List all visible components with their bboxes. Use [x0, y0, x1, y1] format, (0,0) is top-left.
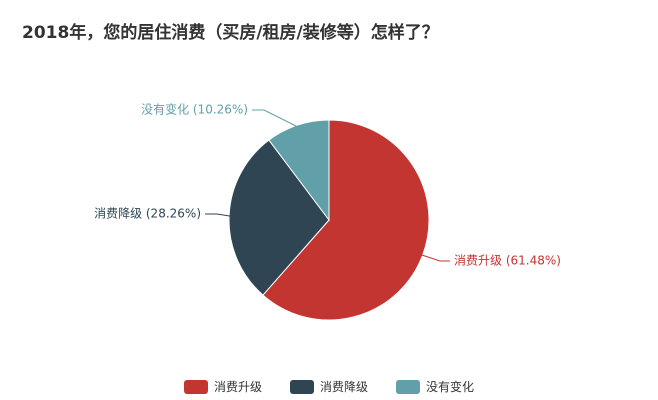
pie-slice-no-change[interactable] — [268, 119, 330, 222]
leader-line-upgrade — [420, 254, 450, 262]
legend-swatch-downgrade — [289, 379, 314, 394]
chart-title: 2018年，您的居住消费（买房/租房/装修等）怎样了？ — [22, 23, 439, 43]
legend-label-no-change: 没有变化 — [426, 380, 475, 394]
legend-item-downgrade[interactable]: 消费降级 — [289, 378, 368, 395]
legend: 消费升级 消费降级 没有变化 — [0, 378, 658, 395]
legend-item-upgrade[interactable]: 消费升级 — [183, 378, 262, 395]
legend-item-no-change[interactable]: 没有变化 — [396, 378, 474, 395]
legend-label-upgrade: 消费升级 — [213, 380, 262, 394]
legend-label-downgrade: 消费降级 — [319, 380, 368, 394]
slice-label-upgrade: 消费升级 (61.48%) — [454, 254, 561, 268]
legend-swatch-upgrade — [183, 379, 208, 394]
leader-line-downgrade — [205, 213, 232, 217]
leader-line-no-change — [252, 109, 299, 128]
slice-label-downgrade: 消费降级 (28.26%) — [94, 207, 201, 221]
slice-label-no-change: 没有变化 (10.26%) — [141, 102, 248, 117]
legend-swatch-no-change — [396, 379, 420, 394]
